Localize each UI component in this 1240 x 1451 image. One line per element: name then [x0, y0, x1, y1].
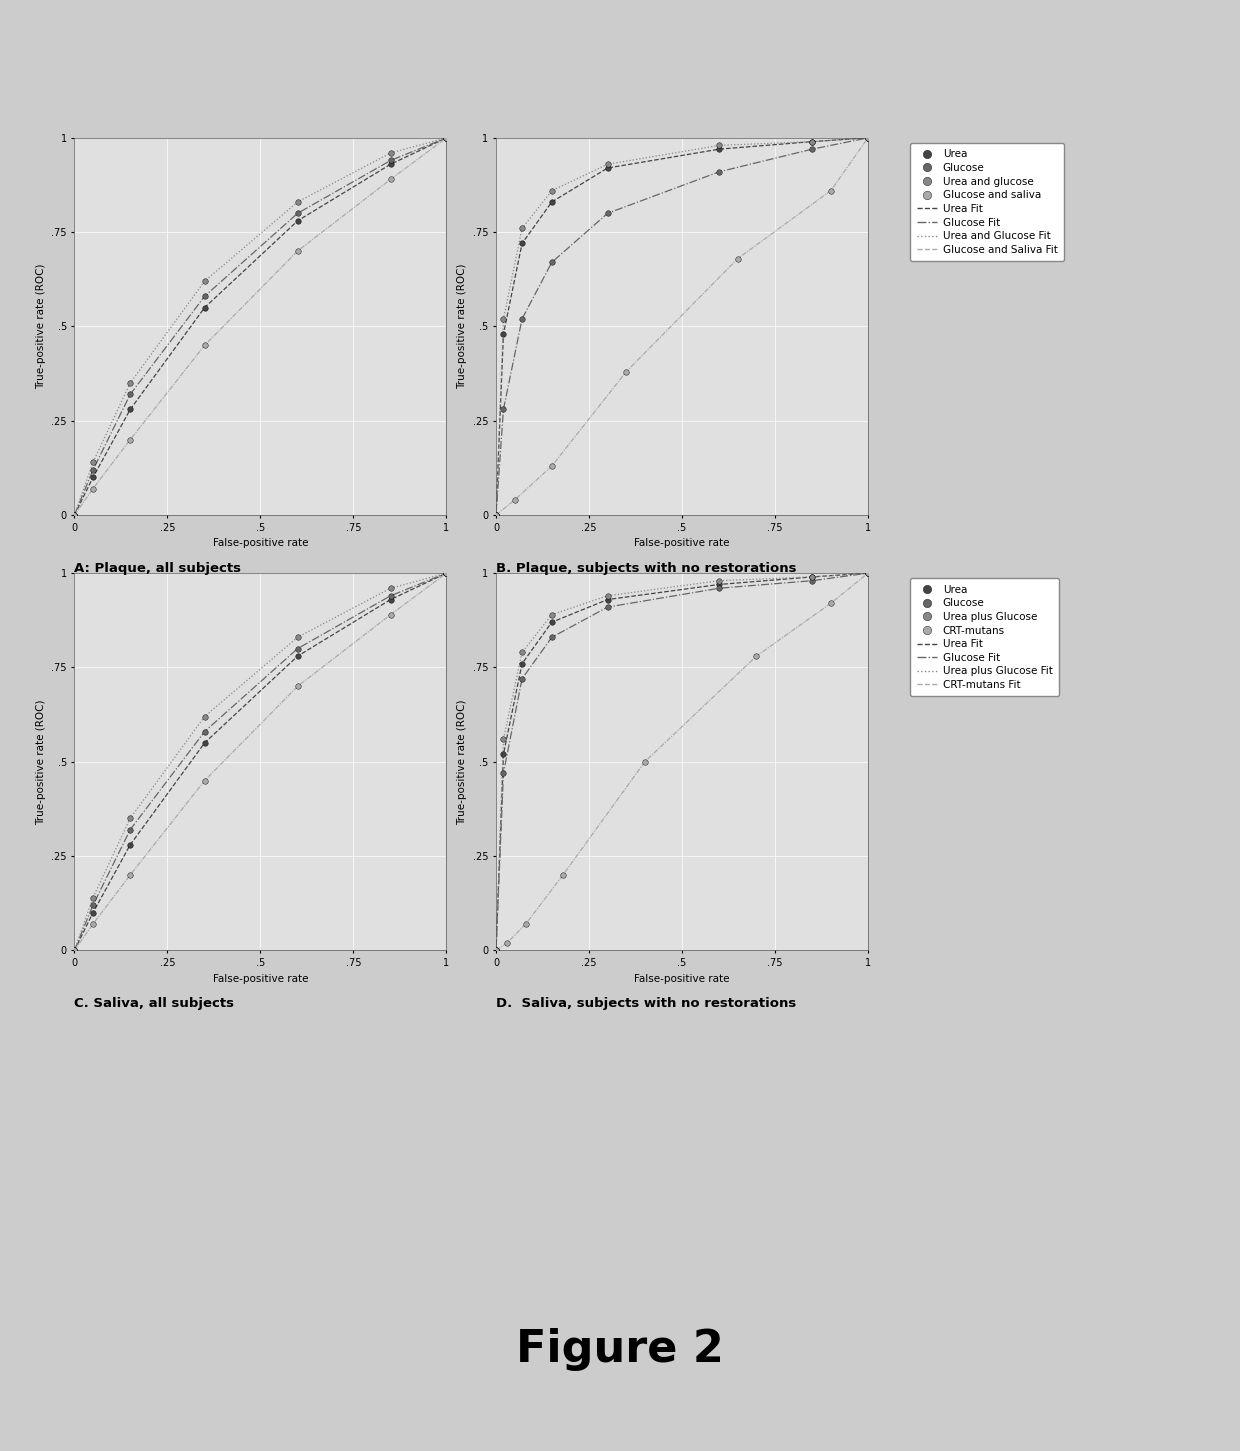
Legend: Urea, Glucose, Urea and glucose, Glucose and saliva, Urea Fit, Glucose Fit, Urea: Urea, Glucose, Urea and glucose, Glucose… [910, 144, 1064, 261]
Legend: Urea, Glucose, Urea plus Glucose, CRT-mutans, Urea Fit, Glucose Fit, Urea plus G: Urea, Glucose, Urea plus Glucose, CRT-mu… [910, 579, 1059, 696]
Text: B. Plaque, subjects with no restorations: B. Plaque, subjects with no restorations [496, 562, 796, 575]
Text: Figure 2: Figure 2 [516, 1328, 724, 1371]
X-axis label: False-positive rate: False-positive rate [212, 538, 309, 548]
X-axis label: False-positive rate: False-positive rate [212, 974, 309, 984]
Y-axis label: True-positive rate (ROC): True-positive rate (ROC) [458, 264, 467, 389]
Text: A: Plaque, all subjects: A: Plaque, all subjects [74, 562, 242, 575]
X-axis label: False-positive rate: False-positive rate [634, 538, 730, 548]
Text: D.  Saliva, subjects with no restorations: D. Saliva, subjects with no restorations [496, 997, 796, 1010]
Text: C. Saliva, all subjects: C. Saliva, all subjects [74, 997, 234, 1010]
Y-axis label: True-positive rate (ROC): True-positive rate (ROC) [36, 699, 46, 824]
Y-axis label: True-positive rate (ROC): True-positive rate (ROC) [458, 699, 467, 824]
Y-axis label: True-positive rate (ROC): True-positive rate (ROC) [36, 264, 46, 389]
X-axis label: False-positive rate: False-positive rate [634, 974, 730, 984]
